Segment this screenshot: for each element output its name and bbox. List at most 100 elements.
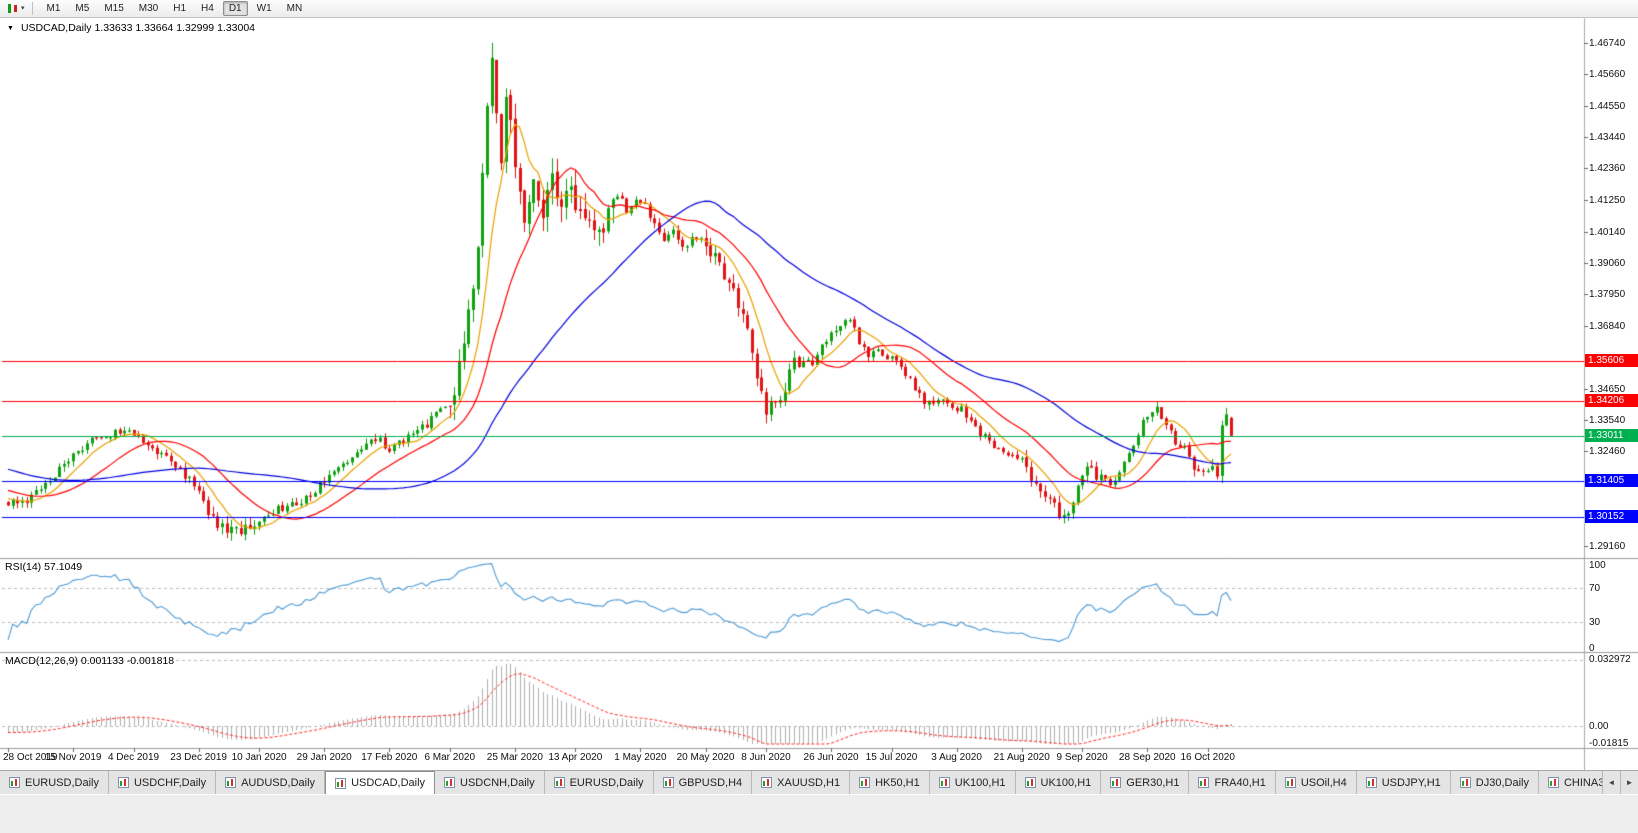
date-label: 21 Aug 2020 (993, 752, 1050, 763)
tab-label: FRA40,H1 (1214, 776, 1266, 789)
rsi-tick-label: 70 (1589, 582, 1601, 594)
date-label: 1 May 2020 (614, 752, 667, 763)
date-label: 3 Aug 2020 (931, 752, 982, 763)
date-label: 26 Jun 2020 (803, 752, 859, 763)
timeframe-mn[interactable]: MN (286, 3, 303, 14)
timeframe-m30[interactable]: M30 (138, 3, 159, 14)
chart-tab-icon (938, 777, 950, 788)
tab-gbpusd-h4[interactable]: GBPUSD,H4 (653, 771, 753, 794)
timeframe-d1[interactable]: D1 (222, 1, 248, 16)
tab-usdcad-daily[interactable]: USDCAD,Daily (325, 771, 436, 794)
price-tick-label: 1.29160 (1589, 540, 1626, 552)
chart-tab-icon (1110, 777, 1122, 788)
macd-tick-label: 0.032972 (1589, 654, 1631, 665)
macd-tick-label: -0.01815 (1589, 738, 1629, 749)
chart-title: USDCAD,Daily 1.33633 1.33664 1.32999 1.3… (20, 22, 256, 34)
date-label: 4 Dec 2019 (107, 752, 160, 763)
hline-price-badge: 1.30152 (1585, 510, 1638, 524)
top-toolbar: ▾ M1 M5 M15 M30 H1 H4 D1 W1 MN (0, 0, 1638, 18)
date-label: 8 Jun 2020 (741, 752, 791, 763)
tab-uk100-h1[interactable]: UK100,H1 (929, 771, 1016, 794)
rsi-tick-label: 30 (1589, 617, 1601, 629)
tab-usdjpy-h1[interactable]: USDJPY,H1 (1356, 771, 1451, 794)
date-label: 15 Jul 2020 (865, 752, 918, 763)
tab-eurusd-daily[interactable]: EURUSD,Daily (0, 771, 109, 794)
chart-tab-icon (1547, 777, 1559, 788)
date-label: 15 Nov 2019 (44, 752, 102, 763)
hline-price-badge: 1.35606 (1585, 354, 1638, 368)
macd-label: MACD(12,26,9) 0.001133 -0.001818 (5, 655, 175, 667)
tab-label: USDCHF,Daily (133, 776, 207, 789)
tab-label: GER30,H1 (1126, 776, 1180, 789)
price-tick-label: 1.42360 (1589, 163, 1626, 175)
date-label: 25 Mar 2020 (486, 752, 543, 763)
tab-label: XAUUSD,H1 (777, 776, 841, 789)
chart-tab-icon (225, 777, 237, 788)
tab-usdcnh-daily[interactable]: USDCNH,Daily (435, 771, 545, 794)
timeframe-w1[interactable]: W1 (256, 3, 272, 14)
date-label: 16 Oct 2020 (1180, 752, 1235, 763)
price-tick-label: 1.39060 (1589, 257, 1626, 269)
candlestick-chart-icon (6, 3, 20, 15)
chart-tabs: EURUSD,Daily USDCHF,Daily AUDUSD,Daily USDC… (0, 771, 1602, 794)
chart-tab-icon (553, 777, 565, 788)
price-tick-label: 1.46740 (1589, 37, 1626, 49)
timeframe-bar: M1 M5 M15 M30 H1 H4 D1 W1 MN (38, 1, 312, 16)
tab-label: UK100,H1 (954, 776, 1006, 789)
timeframe-m1[interactable]: M1 (46, 3, 61, 14)
chart-type-tool[interactable]: ▾ (4, 3, 27, 15)
tab-label: EURUSD,Daily (569, 776, 644, 789)
chart-tab-icon (1198, 777, 1210, 788)
tab-fra40-h1[interactable]: FRA40,H1 (1189, 771, 1276, 794)
timeframe-m15[interactable]: M15 (104, 3, 124, 14)
toolbar-separator (31, 2, 33, 15)
timeframe-h4[interactable]: H4 (201, 3, 214, 14)
chart-title-row: ▼ USDCAD,Daily 1.33633 1.33664 1.32999 1… (7, 22, 255, 34)
hline-price-badge: 1.34206 (1585, 394, 1638, 408)
date-label: 9 Sep 2020 (1056, 752, 1108, 763)
chart-tab-icon (1284, 777, 1296, 788)
tab-hk50-h1[interactable]: HK50,H1 (850, 771, 930, 794)
timeframe-m5[interactable]: M5 (75, 3, 90, 14)
price-tick-label: 1.44550 (1589, 100, 1626, 112)
status-bar (0, 794, 1638, 833)
tab-scroll-left[interactable]: ◄ (1602, 771, 1620, 794)
price-tick-label: 1.40140 (1589, 226, 1626, 238)
chart-collapse-arrow-icon[interactable]: ▼ (7, 24, 14, 32)
date-label: 20 May 2020 (676, 752, 735, 763)
rsi-label: RSI(14) 57.1049 (5, 561, 83, 573)
tab-label: USDCAD,Daily (351, 777, 426, 789)
tab-scroll-right[interactable]: ► (1620, 771, 1638, 794)
price-tick-label: 1.32460 (1589, 446, 1626, 458)
tab-ger30-h1[interactable]: GER30,H1 (1101, 771, 1190, 794)
chart-tab-icon (444, 777, 456, 788)
tab-china300-h1[interactable]: CHINA300,H1 (1538, 771, 1602, 794)
dropdown-caret-icon: ▾ (21, 4, 25, 12)
price-tick-label: 1.43440 (1589, 132, 1626, 144)
chart-canvas[interactable] (0, 0, 1638, 770)
tab-label: UK100,H1 (1040, 776, 1092, 789)
tab-uk100-h1[interactable]: UK100,H1 (1015, 771, 1102, 794)
tab-label: DJ30,Daily (1475, 776, 1529, 789)
tab-label: USOil,H4 (1300, 776, 1347, 789)
tab-label: USDJPY,H1 (1381, 776, 1441, 789)
rsi-tick-label: 100 (1589, 560, 1606, 571)
chart-tab-icon (859, 777, 871, 788)
chart-tab-icon (335, 777, 347, 789)
chart-tab-icon (1365, 777, 1377, 788)
rsi-tick-label: 0 (1589, 643, 1595, 654)
chart-tab-icon (117, 777, 129, 788)
price-tick-label: 1.34650 (1589, 383, 1626, 395)
tab-usoil-h4[interactable]: USOil,H4 (1275, 771, 1357, 794)
chart-tab-icon (9, 777, 20, 788)
tab-xauusd-h1[interactable]: XAUUSD,H1 (752, 771, 851, 794)
tab-eurusd-daily[interactable]: EURUSD,Daily (544, 771, 654, 794)
tab-dj30-daily[interactable]: DJ30,Daily (1450, 771, 1539, 794)
price-tick-label: 1.41250 (1589, 194, 1626, 206)
macd-tick-label: 0.00 (1589, 721, 1609, 732)
tab-usdchf-daily[interactable]: USDCHF,Daily (108, 771, 217, 794)
date-label: 13 Apr 2020 (548, 752, 603, 763)
tab-audusd-daily[interactable]: AUDUSD,Daily (216, 771, 326, 794)
timeframe-h1[interactable]: H1 (173, 3, 187, 14)
tab-label: EURUSD,Daily (25, 776, 99, 789)
